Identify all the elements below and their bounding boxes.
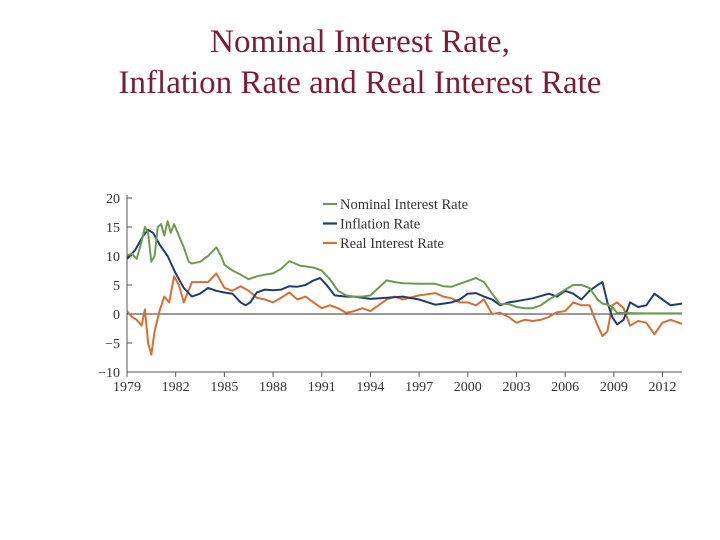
x-tick-label: 1988 <box>259 380 287 395</box>
chart-plot-area <box>126 220 683 356</box>
y-tick-label: −5 <box>105 337 120 352</box>
x-tick-label: 2003 <box>502 380 530 395</box>
y-tick-label: −10 <box>98 366 120 381</box>
y-tick-label: 15 <box>106 221 120 236</box>
slide-title-line-2: Inflation Rate and Real Interest Rate <box>118 65 602 101</box>
chart-legend: Nominal Interest Rate Inflation Rate Real … <box>323 197 468 252</box>
x-tick-label: 2006 <box>551 380 579 395</box>
legend-label: Nominal Interest Rate <box>340 197 468 213</box>
x-tick-label: 1994 <box>356 380 384 395</box>
legend-label: Real Interest Rate <box>340 236 444 252</box>
x-tick-label: 1985 <box>210 380 238 395</box>
x-tick-label: 2009 <box>600 380 628 395</box>
y-tick-label: 5 <box>113 279 120 294</box>
x-tick-label: 1979 <box>113 380 141 395</box>
x-tick-label: 1997 <box>405 380 433 395</box>
x-tick-label: 2000 <box>454 380 482 395</box>
y-tick-label: 0 <box>113 308 120 323</box>
x-tick-label: 1991 <box>308 380 336 395</box>
series-line-real-interest-rate <box>126 272 683 356</box>
series-line-nominal-interest-rate <box>126 220 682 315</box>
series-line-inflation-rate <box>126 228 683 326</box>
y-tick-label: 10 <box>106 250 120 265</box>
x-tick-label: 2012 <box>649 380 677 395</box>
legend-label: Inflation Rate <box>340 217 420 233</box>
x-tick-label: 1982 <box>162 380 190 395</box>
slide-title-line-1: Nominal Interest Rate, <box>210 24 510 60</box>
slide-title: Nominal Interest Rate, Inflation Rate an… <box>0 22 720 104</box>
y-tick-label: 20 <box>106 192 120 207</box>
